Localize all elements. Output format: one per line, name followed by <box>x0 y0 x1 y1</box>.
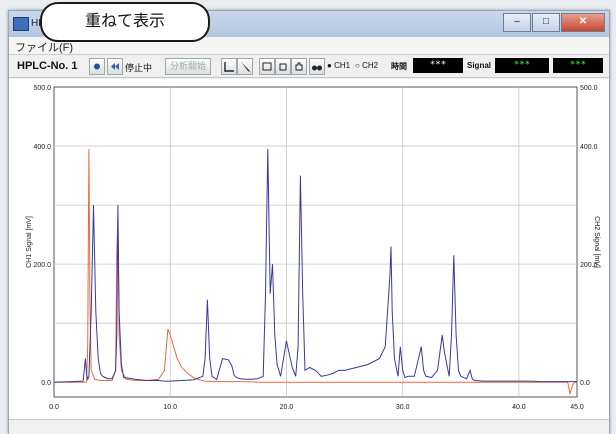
ch1-radio-label: CH1 <box>334 61 351 70</box>
series-line-ch1 <box>53 148 577 383</box>
close-button[interactable]: ✕ <box>561 13 605 32</box>
series-line-ch2 <box>54 148 577 395</box>
pen-tool-button[interactable] <box>237 58 253 75</box>
rewind-button[interactable] <box>107 58 123 75</box>
menu-file[interactable]: ファイル(F) <box>15 42 74 54</box>
find-button[interactable] <box>309 58 325 75</box>
window-tool-button[interactable] <box>259 58 275 75</box>
app-window: HPLC – □ ✕ ファイル(F) HPLC-No. 1 停止中 分析開始 <box>8 10 610 434</box>
time-display: *** <box>413 58 463 73</box>
y-right-tick-label: 400.0 <box>580 144 598 151</box>
signal-label: Signal <box>467 61 492 70</box>
line-tool-icon <box>224 62 234 72</box>
ch1-radio[interactable]: ● CH1 <box>327 61 351 70</box>
signal-ch1-display: *** <box>495 58 549 73</box>
y-right-tick-label: 200.0 <box>580 262 598 269</box>
y-left-axis-label: CH1 Signal [mV] <box>26 216 33 268</box>
y-left-tick-label: 500.0 <box>33 85 51 92</box>
ch2-radio[interactable]: ○ CH2 <box>355 61 379 70</box>
x-tick-label: 45.0 <box>570 404 584 411</box>
grab-tool-button[interactable] <box>291 58 307 75</box>
record-button[interactable] <box>89 58 105 75</box>
stop-icon <box>279 63 287 71</box>
x-tick-label: 10.0 <box>163 404 177 411</box>
toolbar: HPLC-No. 1 停止中 分析開始 ● CH1 ○ CH2 時間 *** <box>9 55 609 78</box>
app-icon <box>13 17 29 31</box>
chromatogram-chart[interactable]: 0.0 10.0 20.0 30.0 40.0 45.0 500.0 400.0 200.0 0.… <box>9 79 609 419</box>
window-icon <box>262 62 272 71</box>
y-right-tick-label: 500.0 <box>580 85 598 92</box>
signal-ch2-display: *** <box>553 58 603 73</box>
y-right-tick-label: 0.0 <box>580 380 590 387</box>
minimize-button[interactable]: – <box>503 13 531 32</box>
x-tick-label: 30.0 <box>396 404 410 411</box>
binoculars-icon <box>312 65 322 71</box>
pen-tool-icon <box>241 62 250 72</box>
y-left-tick-label: 400.0 <box>33 144 51 151</box>
rewind-icon <box>111 63 119 70</box>
x-tick-label: 0.0 <box>49 404 59 411</box>
x-tick-label: 40.0 <box>512 404 526 411</box>
line-tool-button[interactable] <box>221 58 237 75</box>
maximize-button[interactable]: □ <box>532 13 560 32</box>
time-label: 時間 <box>391 62 407 71</box>
y-right-axis-label: CH2 Signal [mV] <box>593 216 600 268</box>
grab-icon <box>295 62 303 71</box>
status-text: 停止中 <box>125 63 153 73</box>
chromatogram-area[interactable]: 0.0 10.0 20.0 30.0 40.0 45.0 500.0 400.0 200.0 0.… <box>9 79 609 419</box>
stop-tool-button[interactable] <box>275 58 291 75</box>
y-left-tick-label: 0.0 <box>41 380 51 387</box>
start-analysis-button[interactable]: 分析開始 <box>165 58 211 75</box>
plot-frame <box>53 86 578 398</box>
bottom-panel <box>9 419 609 434</box>
record-dot-icon <box>94 63 100 70</box>
callout-bubble: 重ねて表示 <box>40 2 210 42</box>
x-tick-label: 20.0 <box>280 404 294 411</box>
ch2-radio-label: CH2 <box>362 61 379 70</box>
device-label: HPLC-No. 1 <box>17 60 78 72</box>
y-left-tick-label: 200.0 <box>33 262 51 269</box>
